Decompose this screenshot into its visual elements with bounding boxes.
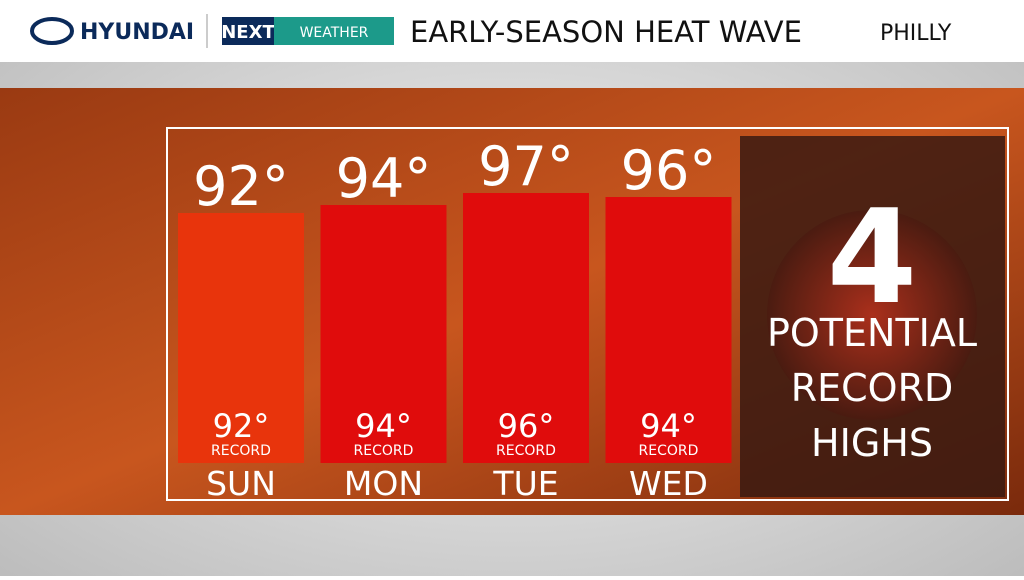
- location: PHILLY: [880, 21, 952, 46]
- header-bar: [0, 0, 1024, 62]
- brand: HYUNDAI: [80, 20, 194, 45]
- bar: [463, 193, 589, 463]
- category-label: MON: [344, 464, 423, 503]
- bar: [320, 205, 447, 463]
- record-count: 4: [827, 181, 917, 333]
- value-label: 96°: [621, 139, 717, 202]
- record-label: RECORD: [639, 443, 699, 459]
- weather-badge: [274, 17, 394, 45]
- record-value: 94°: [640, 407, 697, 445]
- brand-logo: [30, 17, 74, 45]
- value-label: 92°: [193, 155, 289, 218]
- record-label: RECORD: [354, 443, 414, 459]
- category-label: TUE: [492, 464, 558, 503]
- category-label: WED: [629, 464, 708, 503]
- bar: [605, 197, 732, 463]
- chart: 92°92°RECORDSUN94°94°RECORDMON97°96°RECO…: [178, 135, 732, 503]
- record-value: 96°: [498, 407, 555, 445]
- title: EARLY-SEASON HEAT WAVE: [410, 15, 802, 49]
- logo-weather: WEATHER: [300, 25, 369, 41]
- side-line: POTENTIAL: [767, 311, 977, 355]
- side-line: RECORD: [791, 366, 954, 410]
- record-value: 92°: [213, 407, 270, 445]
- side-glow: [767, 210, 977, 420]
- value-label: 94°: [336, 147, 432, 210]
- record-label: RECORD: [496, 443, 556, 459]
- value-label: 97°: [478, 135, 574, 198]
- bar: [178, 213, 304, 463]
- next-badge: [222, 17, 274, 45]
- record-label: RECORD: [211, 443, 271, 459]
- category-label: SUN: [206, 464, 276, 503]
- frame: [166, 127, 1009, 501]
- side-text: POTENTIAL RECORD HIGHS: [767, 311, 977, 465]
- logo-next: NEXT: [221, 22, 275, 43]
- record-value: 94°: [355, 407, 412, 445]
- side-line: HIGHS: [811, 421, 933, 465]
